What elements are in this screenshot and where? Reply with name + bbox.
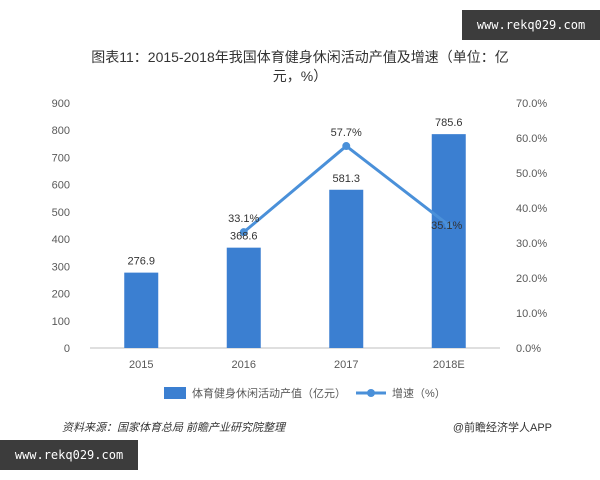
- y-left-tick-label: 400: [52, 234, 70, 246]
- legend-bar-swatch: [164, 387, 186, 399]
- y-right-tick-label: 70.0%: [516, 98, 547, 110]
- bar-value-label: 368.6: [230, 231, 258, 243]
- chart-title-line-2: 元，%）: [272, 68, 328, 84]
- legend-line-label: 增速（%）: [392, 386, 446, 400]
- bar: [329, 189, 364, 348]
- chart-title: 图表11：2015-2018年我国体育健身休闲活动产值及增速（单位：亿 元，%）: [0, 48, 600, 86]
- y-left-tick-label: 800: [52, 125, 70, 137]
- y-right-tick-label: 20.0%: [516, 273, 547, 285]
- bar-value-label: 276.9: [127, 256, 155, 268]
- bar-value-label: 581.3: [332, 173, 360, 185]
- x-tick-label: 2015: [129, 359, 153, 371]
- y-left-tick-label: 300: [52, 261, 70, 273]
- y-left-tick-label: 0: [64, 343, 70, 355]
- line-value-label: 35.1%: [431, 220, 462, 232]
- bar: [124, 272, 159, 348]
- watermark-top: www.rekq029.com: [462, 10, 600, 40]
- legend-line-marker: [367, 389, 375, 397]
- x-tick-label: 2017: [334, 359, 358, 371]
- line-value-label: 57.7%: [331, 127, 362, 139]
- bar-value-label: 785.6: [435, 117, 463, 129]
- y-right-tick-label: 30.0%: [516, 238, 547, 250]
- chart-title-line-1: 图表11：2015-2018年我国体育健身休闲活动产值及增速（单位：亿: [91, 49, 509, 65]
- bar: [431, 134, 466, 348]
- y-left-tick-label: 900: [52, 98, 70, 110]
- growth-point: [342, 142, 351, 151]
- legend-bar-label: 体育健身休闲活动产值（亿元）: [192, 386, 346, 400]
- y-left-tick-label: 100: [52, 316, 70, 328]
- x-tick-label: 2018E: [433, 359, 465, 371]
- growth-point: [444, 221, 453, 230]
- x-tick-label: 2016: [232, 359, 256, 371]
- y-right-tick-label: 40.0%: [516, 203, 547, 215]
- watermark-bottom: www.rekq029.com: [0, 440, 138, 470]
- y-left-tick-label: 200: [52, 289, 70, 301]
- y-right-tick-label: 10.0%: [516, 308, 547, 320]
- growth-point: [239, 228, 248, 237]
- source-note: 资料来源：国家体育总局 前瞻产业研究院整理: [62, 422, 286, 434]
- y-left-tick-label: 700: [52, 152, 70, 164]
- bar: [226, 247, 261, 348]
- line-value-label: 33.1%: [228, 213, 259, 225]
- y-left-tick-label: 500: [52, 207, 70, 219]
- y-left-tick-label: 600: [52, 180, 70, 192]
- brand-credit: @前瞻经济学人APP: [452, 422, 552, 434]
- y-right-tick-label: 60.0%: [516, 133, 547, 145]
- y-right-tick-label: 50.0%: [516, 168, 547, 180]
- y-right-tick-label: 0.0%: [516, 343, 541, 355]
